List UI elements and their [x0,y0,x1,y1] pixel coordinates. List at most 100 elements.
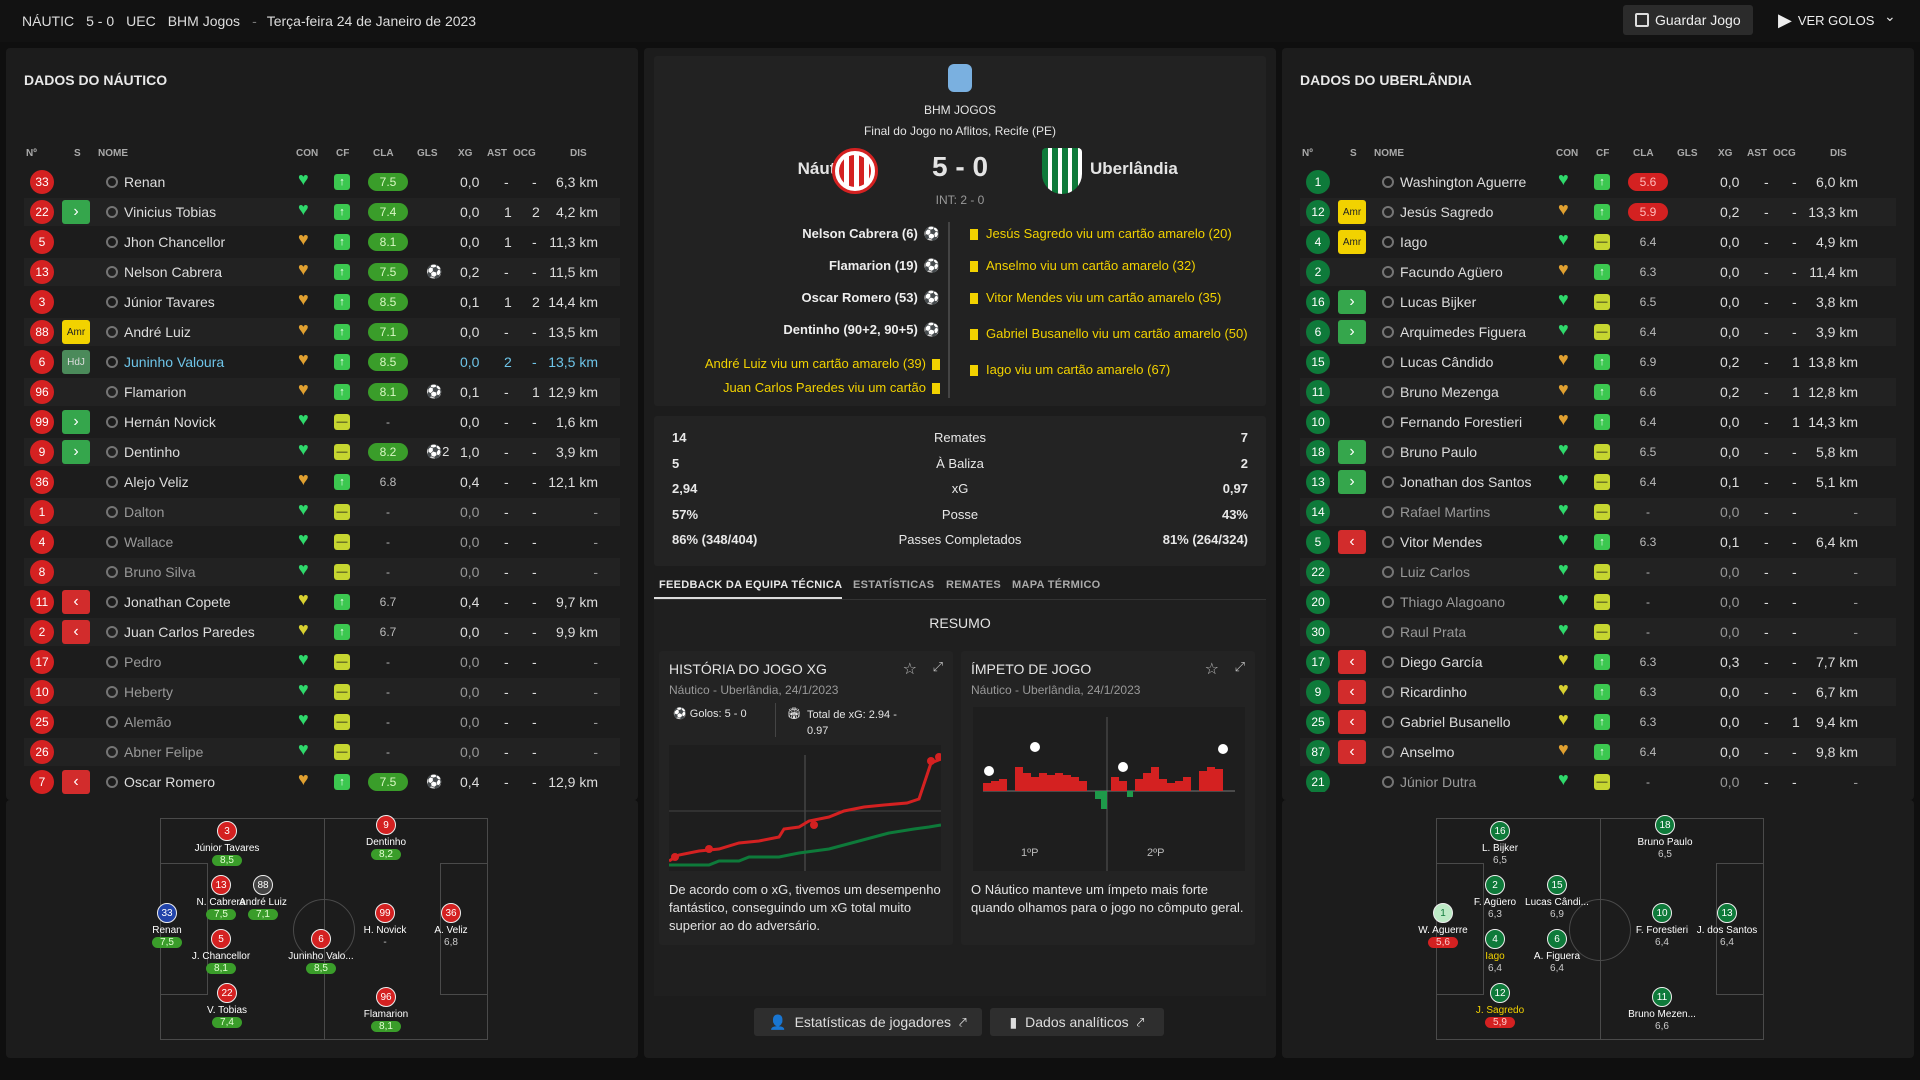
pitch-player[interactable]: 2 F. Agüero 6,3 [1455,875,1535,920]
pitch-player[interactable]: 15 Lucas Cândi... 6,9 [1517,875,1597,920]
player-name[interactable]: Alejo Veliz [124,474,189,490]
player-name[interactable]: Facundo Agüero [1400,264,1503,280]
star-icon[interactable]: ☆ [1204,661,1219,678]
table-row[interactable]: 87 ‹ Anselmo ♥ ↑ 6.4 0,0 - - 9,8 km [1300,738,1896,766]
table-row[interactable]: 1 Washington Aguerre ♥ ↑ 5.6 0,0 - - 6,0 km [1300,168,1896,196]
table-row[interactable]: 17 Pedro ♥ — - 0,0 - - - [24,648,620,676]
star-icon[interactable]: ☆ [902,661,917,678]
table-row[interactable]: 25 Alemão ♥ — - 0,0 - - - [24,708,620,736]
pitch-player[interactable]: 10 F. Forestieri 6,4 [1622,903,1702,948]
table-row[interactable]: 17 ‹ Diego García ♥ ↑ 6.3 0,3 - - 7,7 km [1300,648,1896,676]
player-name[interactable]: Washington Aguerre [1400,174,1527,190]
table-row[interactable]: 3 Júnior Tavares ♥ ↑ 8.5 0,1 1 2 14,4 km [24,288,620,316]
pitch-player[interactable]: 18 Bruno Paulo 6,5 [1625,815,1705,860]
pitch-player[interactable]: 11 Bruno Mezen... 6,6 [1622,987,1702,1032]
player-name[interactable]: Dalton [124,504,165,520]
pitch-player[interactable]: 9 Dentinho 8,2 [346,815,426,860]
table-row[interactable]: 18 › Bruno Paulo ♥ — 6.5 0,0 - - 5,8 km [1300,438,1896,466]
table-row[interactable]: 26 Abner Felipe ♥ — - 0,0 - - - [24,738,620,766]
player-name[interactable]: Diego García [1400,654,1483,670]
player-name[interactable]: Rafael Martins [1400,504,1491,520]
player-name[interactable]: Anselmo [1400,744,1455,760]
player-name[interactable]: Vinicius Tobias [124,204,217,220]
player-name[interactable]: Bruno Mezenga [1400,384,1499,400]
save-game-button[interactable]: Guardar Jogo [1623,5,1753,35]
player-name[interactable]: Jonathan Copete [124,594,231,610]
tab-2[interactable]: ESTATÍSTICAS [853,579,935,591]
table-row[interactable]: 6 › Arquimedes Figuera ♥ — 6.4 0,0 - - 3,9 km [1300,318,1896,346]
pitch-player[interactable]: 16 L. Bijker 6,5 [1460,821,1540,866]
player-name[interactable]: Hernán Novick [124,414,216,430]
table-row[interactable]: 11 Bruno Mezenga ♥ ↑ 6.6 0,2 - 1 12,8 km [1300,378,1896,406]
table-row[interactable]: 5 ‹ Vitor Mendes ♥ ↑ 6.3 0,1 - - 6,4 km [1300,528,1896,556]
player-name[interactable]: Abner Felipe [124,744,204,760]
pitch-player[interactable]: 33 Renan 7,5 [127,903,207,948]
player-name[interactable]: Iago [1400,234,1428,250]
table-row[interactable]: 14 Rafael Martins ♥ — - 0,0 - - - [1300,498,1896,526]
player-name[interactable]: Lucas Cândido [1400,354,1494,370]
table-row[interactable]: 25 ‹ Gabriel Busanello ♥ ↑ 6.3 0,0 - 1 9,4 km [1300,708,1896,736]
player-name[interactable]: Thiago Alagoano [1400,594,1506,610]
tab-1[interactable]: FEEDBACK DA EQUIPA TÉCNICA [659,579,843,591]
player-name[interactable]: Pedro [124,654,162,670]
player-name[interactable]: Renan [124,174,166,190]
table-row[interactable]: 12 Amr Jesús Sagredo ♥ ↑ 5.9 0,2- -13,3 km [1300,198,1896,226]
table-row[interactable]: 36 Alejo Veliz ♥ ↑ 6.8 0,4- -12,1 km [24,468,620,496]
table-row[interactable]: 9 › Dentinho ♥ — 8.2 ⚽2 1,0 - - 3,9 km [24,438,620,466]
player-name[interactable]: Lucas Bijker [1400,294,1477,310]
pitch-player[interactable]: 99 H. Novick - [345,903,425,948]
table-row[interactable]: 5 Jhon Chancellor ♥ ↑ 8.1 0,0 1 -11,3 km [24,228,620,256]
player-name[interactable]: Luiz Carlos [1400,564,1471,580]
table-row[interactable]: 8 Bruno Silva ♥ — - 0,0 - - - [24,558,620,586]
player-name[interactable]: Heberty [124,684,174,700]
table-row[interactable]: 16 › Lucas Bijker ♥ — 6.5 0,0 - - 3,8 km [1300,288,1896,316]
table-row[interactable]: 99 › Hernán Novick ♥ — - 0,0 - - 1,6 km [24,408,620,436]
chevron-down-icon[interactable]: ⌄ [1884,8,1896,24]
player-name[interactable]: Bruno Paulo [1400,444,1478,460]
view-goals-button[interactable]: ▶ VER GOLOS [1766,5,1886,35]
player-stats-button[interactable]: 👤 Estatísticas de jogadores ⤤ [754,1008,982,1036]
pitch-player[interactable]: 1 W. Aguerre 5,6 [1403,903,1483,948]
player-name[interactable]: Oscar Romero [124,774,216,790]
player-name[interactable]: Raul Prata [1400,624,1467,640]
table-row[interactable]: 21 Júnior Dutra ♥ — - 0,0 - - - [1300,768,1896,792]
pitch-player[interactable]: 12 J. Sagredo 5,9 [1460,983,1540,1028]
player-name[interactable]: André Luiz [124,324,191,340]
player-name[interactable]: Júnior Tavares [124,294,215,310]
table-row[interactable]: 2 Facundo Agüero ♥ ↑ 6.3 0,0- -11,4 km [1300,258,1896,286]
player-name[interactable]: Gabriel Busanello [1400,714,1511,730]
expand-icon[interactable]: ⤢ [1234,659,1245,674]
player-name[interactable]: Alemão [124,714,172,730]
pitch-player[interactable]: 5 J. Chancellor 8,1 [181,929,261,974]
player-name[interactable]: Vitor Mendes [1400,534,1483,550]
table-row[interactable]: 20 Thiago Alagoano ♥ — - 0,0 - - - [1300,588,1896,616]
table-row[interactable]: 88 Amr André Luiz ♥ ↑ 7.1 0,0- -13,5 km [24,318,620,346]
player-name[interactable]: Jesús Sagredo [1400,204,1494,220]
pitch-player[interactable]: 13 J. dos Santos 6,4 [1687,903,1767,948]
pitch-player[interactable]: 6 A. Figuera 6,4 [1517,929,1597,974]
pitch-player[interactable]: 4 Iago 6,4 [1455,929,1535,974]
player-name[interactable]: Juninho Valoura [124,354,225,370]
pitch-player[interactable]: 36 A. Veliz 6,8 [411,903,491,948]
table-row[interactable]: 13 Nelson Cabrera ♥ ↑ 7.5 ⚽ 0,2- -11,5 km [24,258,620,286]
table-row[interactable]: 11 ‹ Jonathan Copete ♥ ↑ 6.7 0,4 - - 9,7 km [24,588,620,616]
table-row[interactable]: 6 HdJ Juninho Valoura ♥ ↑ 8.5 0,0 2 -13,5 km [24,348,620,376]
pitch-player[interactable]: 13 N. Cabrera 7,5 [181,875,261,920]
table-row[interactable]: 15 Lucas Cândido ♥ ↑ 6.9 0,2 - 1 13,8 km [1300,348,1896,376]
player-name[interactable]: Fernando Forestieri [1400,414,1523,430]
table-row[interactable]: 33 Renan ♥ ↑ 7.5 0,0 - - 6,3 km [24,168,620,196]
pitch-player[interactable]: 3 Júnior Tavares 8,5 [187,821,267,866]
player-name[interactable]: Bruno Silva [124,564,196,580]
table-row[interactable]: 7 ‹ Oscar Romero ♥ ↑ 7.5 ⚽ 0,4- -12,9 km [24,768,620,796]
player-name[interactable]: Wallace [124,534,174,550]
table-row[interactable]: 13 › Jonathan dos Santos ♥ — 6.4 0,1 - - 5,1 km [1300,468,1896,496]
player-name[interactable]: Jhon Chancellor [124,234,226,250]
table-row[interactable]: 22 › Vinicius Tobias ♥ ↑ 7.4 0,0 1 2 4,2 km [24,198,620,226]
table-row[interactable]: 4 Amr Iago ♥ — 6.4 0,0 - - 4,9 km [1300,228,1896,256]
player-name[interactable]: Flamarion [124,384,187,400]
analytics-button[interactable]: ▮ Dados analíticos ⤤ [990,1008,1164,1036]
table-row[interactable]: 10 Fernando Forestieri ♥ ↑ 6.4 0,0 - 1 14,3 km [1300,408,1896,436]
pitch-player[interactable]: 22 V. Tobias 7,4 [187,983,267,1028]
table-row[interactable]: 4 Wallace ♥ — - 0,0 - - - [24,528,620,556]
pitch-player[interactable]: 6 Juninho Valo... 8,5 [281,929,361,974]
